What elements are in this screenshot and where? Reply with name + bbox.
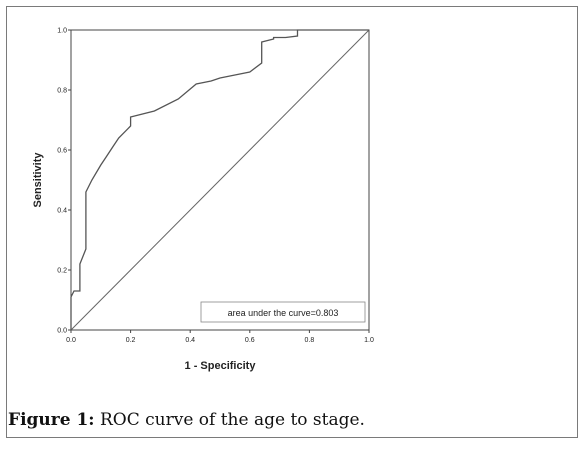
y-tick-label: 0.8	[57, 88, 67, 95]
x-axis-label: 1 - Specificity	[185, 360, 257, 372]
y-tick-label: 1.0	[57, 28, 67, 35]
x-tick-label: 0.8	[305, 337, 315, 344]
x-tick-label: 0.0	[66, 337, 76, 344]
roc-curve-line	[70, 29, 369, 330]
x-tick-label: 0.4	[185, 337, 195, 344]
y-tick-label: 0.6	[57, 148, 67, 155]
y-tick-label: 0.2	[57, 268, 67, 275]
caption-text: ROC curve of the age to stage.	[94, 410, 365, 430]
y-tick-label: 0.0	[57, 328, 67, 335]
auc-annotation-box	[200, 301, 366, 323]
y-axis-label: Sensitivity	[32, 152, 44, 208]
y-tick-label: 0.4	[57, 208, 67, 215]
x-tick-label: 1.0	[364, 337, 374, 344]
auc-annotation-text: area under the curve=0.803	[228, 308, 339, 318]
reference-diagonal-line	[70, 29, 370, 331]
axis-ticks: 0.0 0.2 0.4 0.6 0.8 1.0 0.0 0.2 0.4 0.6 0.8 1.0	[57, 28, 374, 345]
x-tick-label: 0.2	[126, 337, 136, 344]
figure-caption: Figure 1: ROC curve of the age to stage.	[8, 405, 365, 435]
caption-label: Figure 1:	[8, 410, 95, 430]
x-tick-label: 0.6	[245, 337, 255, 344]
